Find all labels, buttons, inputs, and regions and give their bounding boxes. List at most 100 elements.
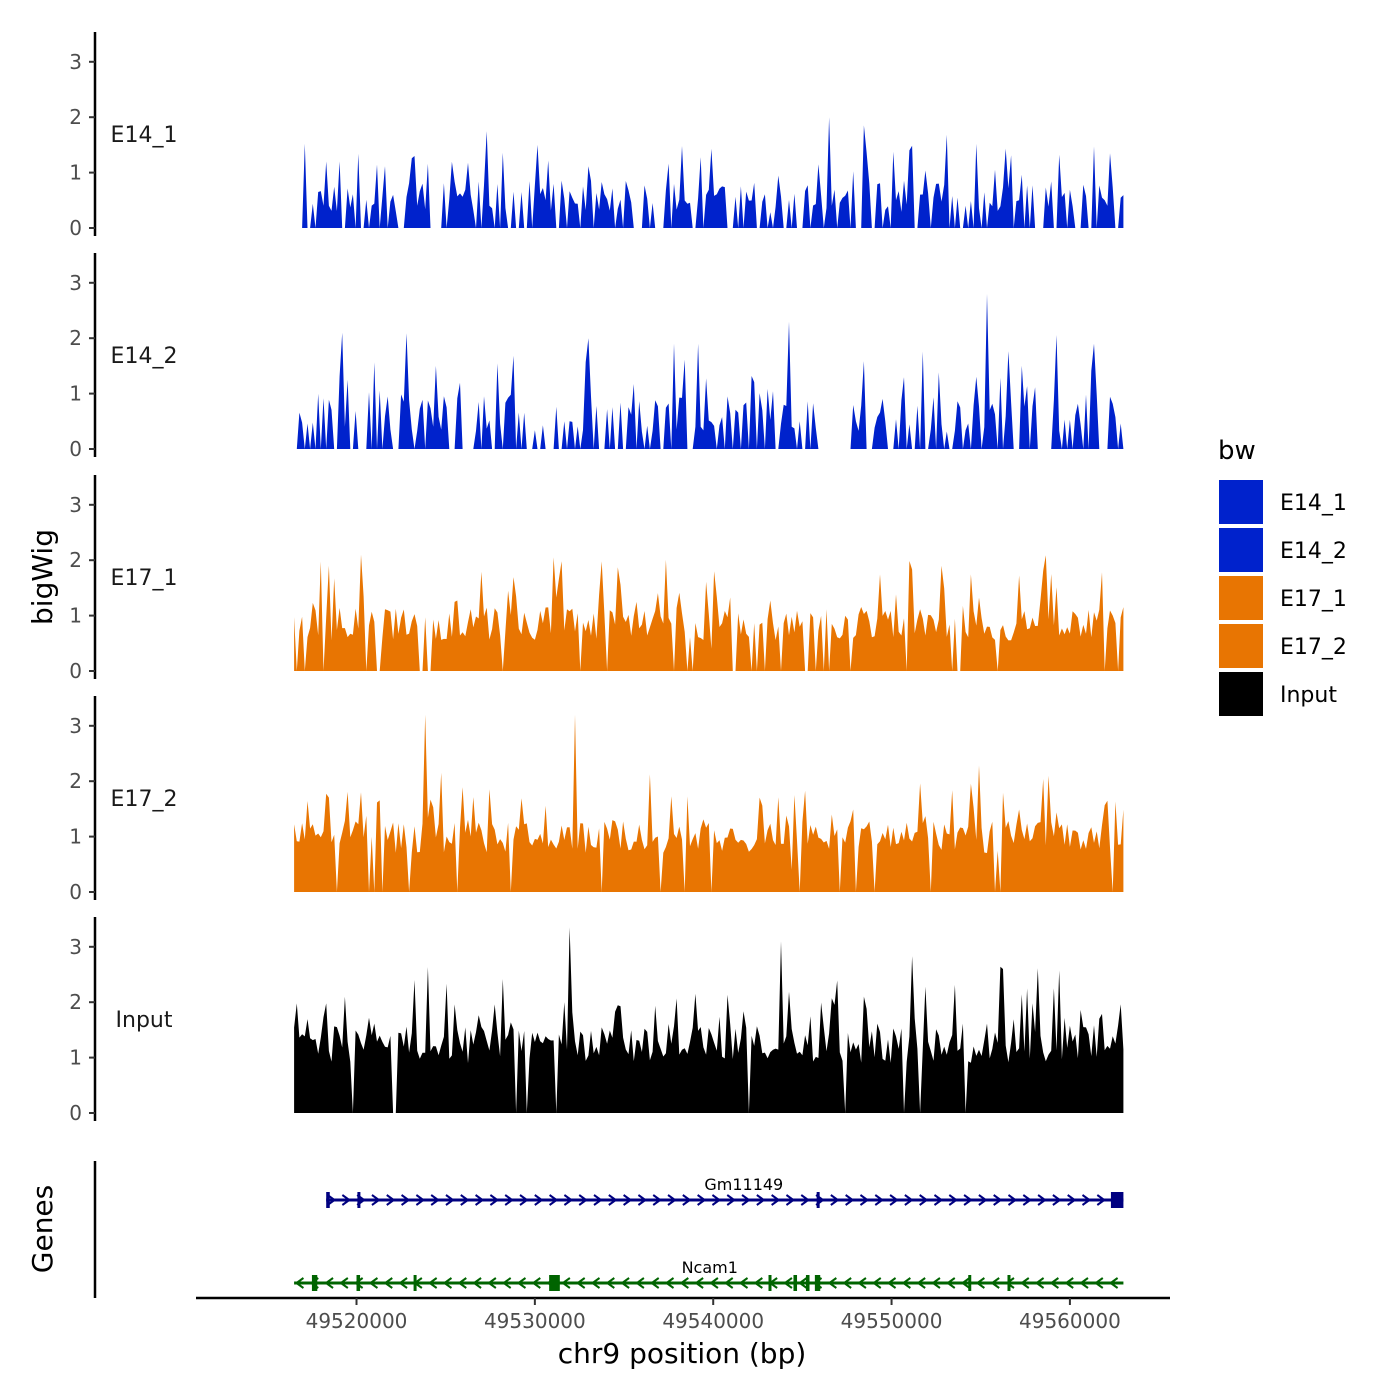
y-tick-label: 3 — [69, 271, 82, 295]
track-label: Input — [116, 1008, 173, 1033]
y-tick-label: 0 — [69, 659, 82, 683]
y-tick-label: 3 — [69, 493, 82, 517]
strand-arrow — [415, 1194, 426, 1206]
strand-arrow — [874, 1194, 884, 1206]
strand-arrow — [430, 1194, 440, 1206]
strand-arrow — [504, 1194, 514, 1206]
strand-arrow — [709, 1277, 719, 1289]
y-axis-title: bigWig — [26, 529, 59, 625]
y-tick-label: 2 — [69, 990, 82, 1014]
strand-arrow — [711, 1194, 722, 1206]
y-tick-label: 2 — [69, 769, 82, 793]
strand-arrow — [386, 1194, 396, 1206]
strand-arrow — [741, 1194, 751, 1206]
strand-arrow — [445, 1194, 455, 1206]
strand-arrow — [990, 1277, 1000, 1289]
exon — [1007, 1275, 1011, 1291]
strand-arrow — [427, 1277, 438, 1289]
strand-arrow — [575, 1277, 586, 1289]
exon — [768, 1275, 772, 1291]
x-tick-label: 49550000 — [841, 1309, 943, 1333]
legend-label: E14_2 — [1280, 539, 1347, 564]
legend-swatch-e17-1 — [1219, 576, 1263, 620]
strand-arrow — [694, 1277, 704, 1289]
x-axis: 49520000 49530000 49540000 49550000 49560000 — [196, 1296, 1170, 1333]
exon — [1110, 1192, 1124, 1208]
strand-arrow — [889, 1194, 899, 1206]
strand-arrow — [563, 1194, 574, 1206]
strand-arrow — [724, 1277, 734, 1289]
x-axis-title: chr9 position (bp) — [558, 1337, 807, 1370]
strand-arrow — [531, 1277, 541, 1289]
panel-e14-2: 0 1 2 3 E14_2 — [69, 253, 1124, 461]
strand-arrow — [457, 1277, 467, 1289]
strand-arrow — [1037, 1194, 1047, 1206]
legend: bw E14_1 E14_2 E17_1 E17_2 Input — [1218, 436, 1347, 716]
coverage-area-e17-1 — [294, 554, 1124, 671]
strand-arrow — [489, 1194, 500, 1206]
strand-arrow — [652, 1194, 662, 1206]
strand-arrow — [830, 1194, 840, 1206]
track-label: E17_1 — [111, 566, 178, 591]
strand-arrow — [472, 1277, 482, 1289]
y-tick-label: 0 — [69, 216, 82, 240]
strand-arrow — [487, 1277, 497, 1289]
y-tick-label: 3 — [69, 935, 82, 959]
strand-arrow — [1005, 1277, 1015, 1289]
y-tick-label: 1 — [69, 382, 82, 406]
strand-arrow — [620, 1277, 630, 1289]
strand-arrow — [1052, 1194, 1062, 1206]
strand-arrow — [1079, 1277, 1089, 1289]
strand-arrow — [1022, 1194, 1033, 1206]
y-tick-label: 2 — [69, 548, 82, 572]
strand-arrow — [916, 1277, 926, 1289]
strand-arrow — [933, 1194, 944, 1206]
legend-title: bw — [1218, 436, 1256, 466]
strand-arrow — [753, 1277, 763, 1289]
panel-input: 0 1 2 3 Input — [69, 917, 1124, 1125]
exon — [413, 1275, 417, 1291]
coverage-area-e17-2 — [294, 714, 1124, 892]
genes-axis-title: Genes — [26, 1185, 59, 1273]
strand-arrow — [534, 1194, 544, 1206]
legend-swatch-e14-1 — [1219, 480, 1263, 524]
strand-arrow — [549, 1194, 559, 1206]
y-tick-label: 1 — [69, 1046, 82, 1070]
strand-arrow — [800, 1194, 810, 1206]
strand-arrow — [756, 1194, 766, 1206]
track-label: E17_2 — [111, 787, 178, 812]
y-tick-label: 1 — [69, 604, 82, 628]
x-tick-label: 49560000 — [1019, 1309, 1121, 1333]
strand-arrow — [561, 1277, 571, 1289]
track-label: E14_2 — [111, 344, 178, 369]
strand-arrow — [1049, 1277, 1059, 1289]
strand-arrow — [649, 1277, 660, 1289]
strand-arrow — [383, 1277, 393, 1289]
x-tick-label: 49530000 — [484, 1309, 586, 1333]
legend-label: E14_1 — [1280, 491, 1347, 516]
strand-arrow — [963, 1194, 973, 1206]
coverage-area-e14-1 — [294, 117, 1124, 228]
strand-arrow — [1064, 1277, 1074, 1289]
strand-arrow — [697, 1194, 707, 1206]
exon — [357, 1192, 361, 1208]
strand-arrow — [919, 1194, 929, 1206]
legend-label: Input — [1280, 683, 1337, 708]
strand-arrow — [901, 1277, 911, 1289]
y-tick-label: 2 — [69, 326, 82, 350]
strand-arrow — [1108, 1277, 1119, 1289]
strand-arrow — [785, 1194, 796, 1206]
y-tick-label: 2 — [69, 105, 82, 129]
strand-arrow — [326, 1194, 337, 1206]
strand-arrow — [608, 1194, 618, 1206]
coverage-area-e14-2 — [294, 293, 1124, 449]
strand-arrow — [842, 1277, 852, 1289]
strand-arrow — [474, 1194, 485, 1206]
strand-arrow — [1081, 1194, 1092, 1206]
gene-ncam1: Ncam1 — [294, 1258, 1124, 1291]
strand-arrow — [637, 1194, 648, 1206]
strand-arrow — [798, 1277, 808, 1289]
strand-arrow — [635, 1277, 645, 1289]
legend-label: E17_2 — [1280, 635, 1347, 660]
strand-arrow — [667, 1194, 677, 1206]
